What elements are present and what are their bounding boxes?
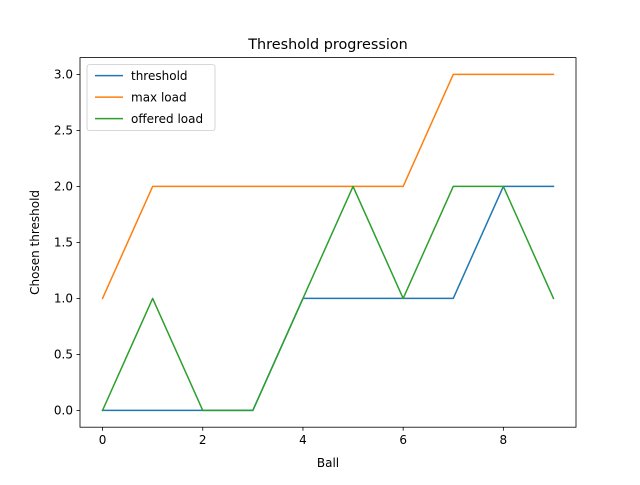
y-tick-label: 1.5 [54, 236, 73, 250]
y-tick-label: 0.5 [54, 348, 73, 362]
x-axis-label: Ball [317, 456, 339, 470]
y-tick-label: 2.0 [54, 180, 73, 194]
legend-box [86, 64, 216, 131]
legend-label-threshold: threshold [131, 69, 188, 83]
x-axis: 0 2 4 6 8 [99, 427, 507, 447]
chart-title: Threshold progression [247, 37, 408, 53]
series-layer [101, 73, 555, 412]
y-tick-label: 1.0 [54, 292, 73, 306]
series-line-offered-load [101, 185, 555, 412]
series-line-max-load [101, 73, 555, 300]
x-tick-label: 0 [99, 433, 107, 447]
y-tick-label: 0.0 [54, 404, 73, 418]
y-tick-label: 3.0 [54, 68, 73, 82]
y-axis: 0.0 0.5 1.0 1.5 2.0 2.5 3.0 [54, 68, 80, 418]
x-tick-label: 2 [199, 433, 207, 447]
series-line-threshold [101, 185, 555, 412]
x-tick-label: 8 [500, 433, 508, 447]
y-axis-label: Chosen threshold [28, 190, 42, 295]
axes-frame [79, 57, 577, 428]
legend-label-offered-load: offered load [131, 112, 203, 126]
x-tick-label: 4 [299, 433, 307, 447]
y-tick-label: 2.5 [54, 124, 73, 138]
x-tick-label: 6 [399, 433, 407, 447]
legend-label-max-load: max load [131, 90, 187, 104]
legend: threshold max load offered load [86, 64, 216, 131]
